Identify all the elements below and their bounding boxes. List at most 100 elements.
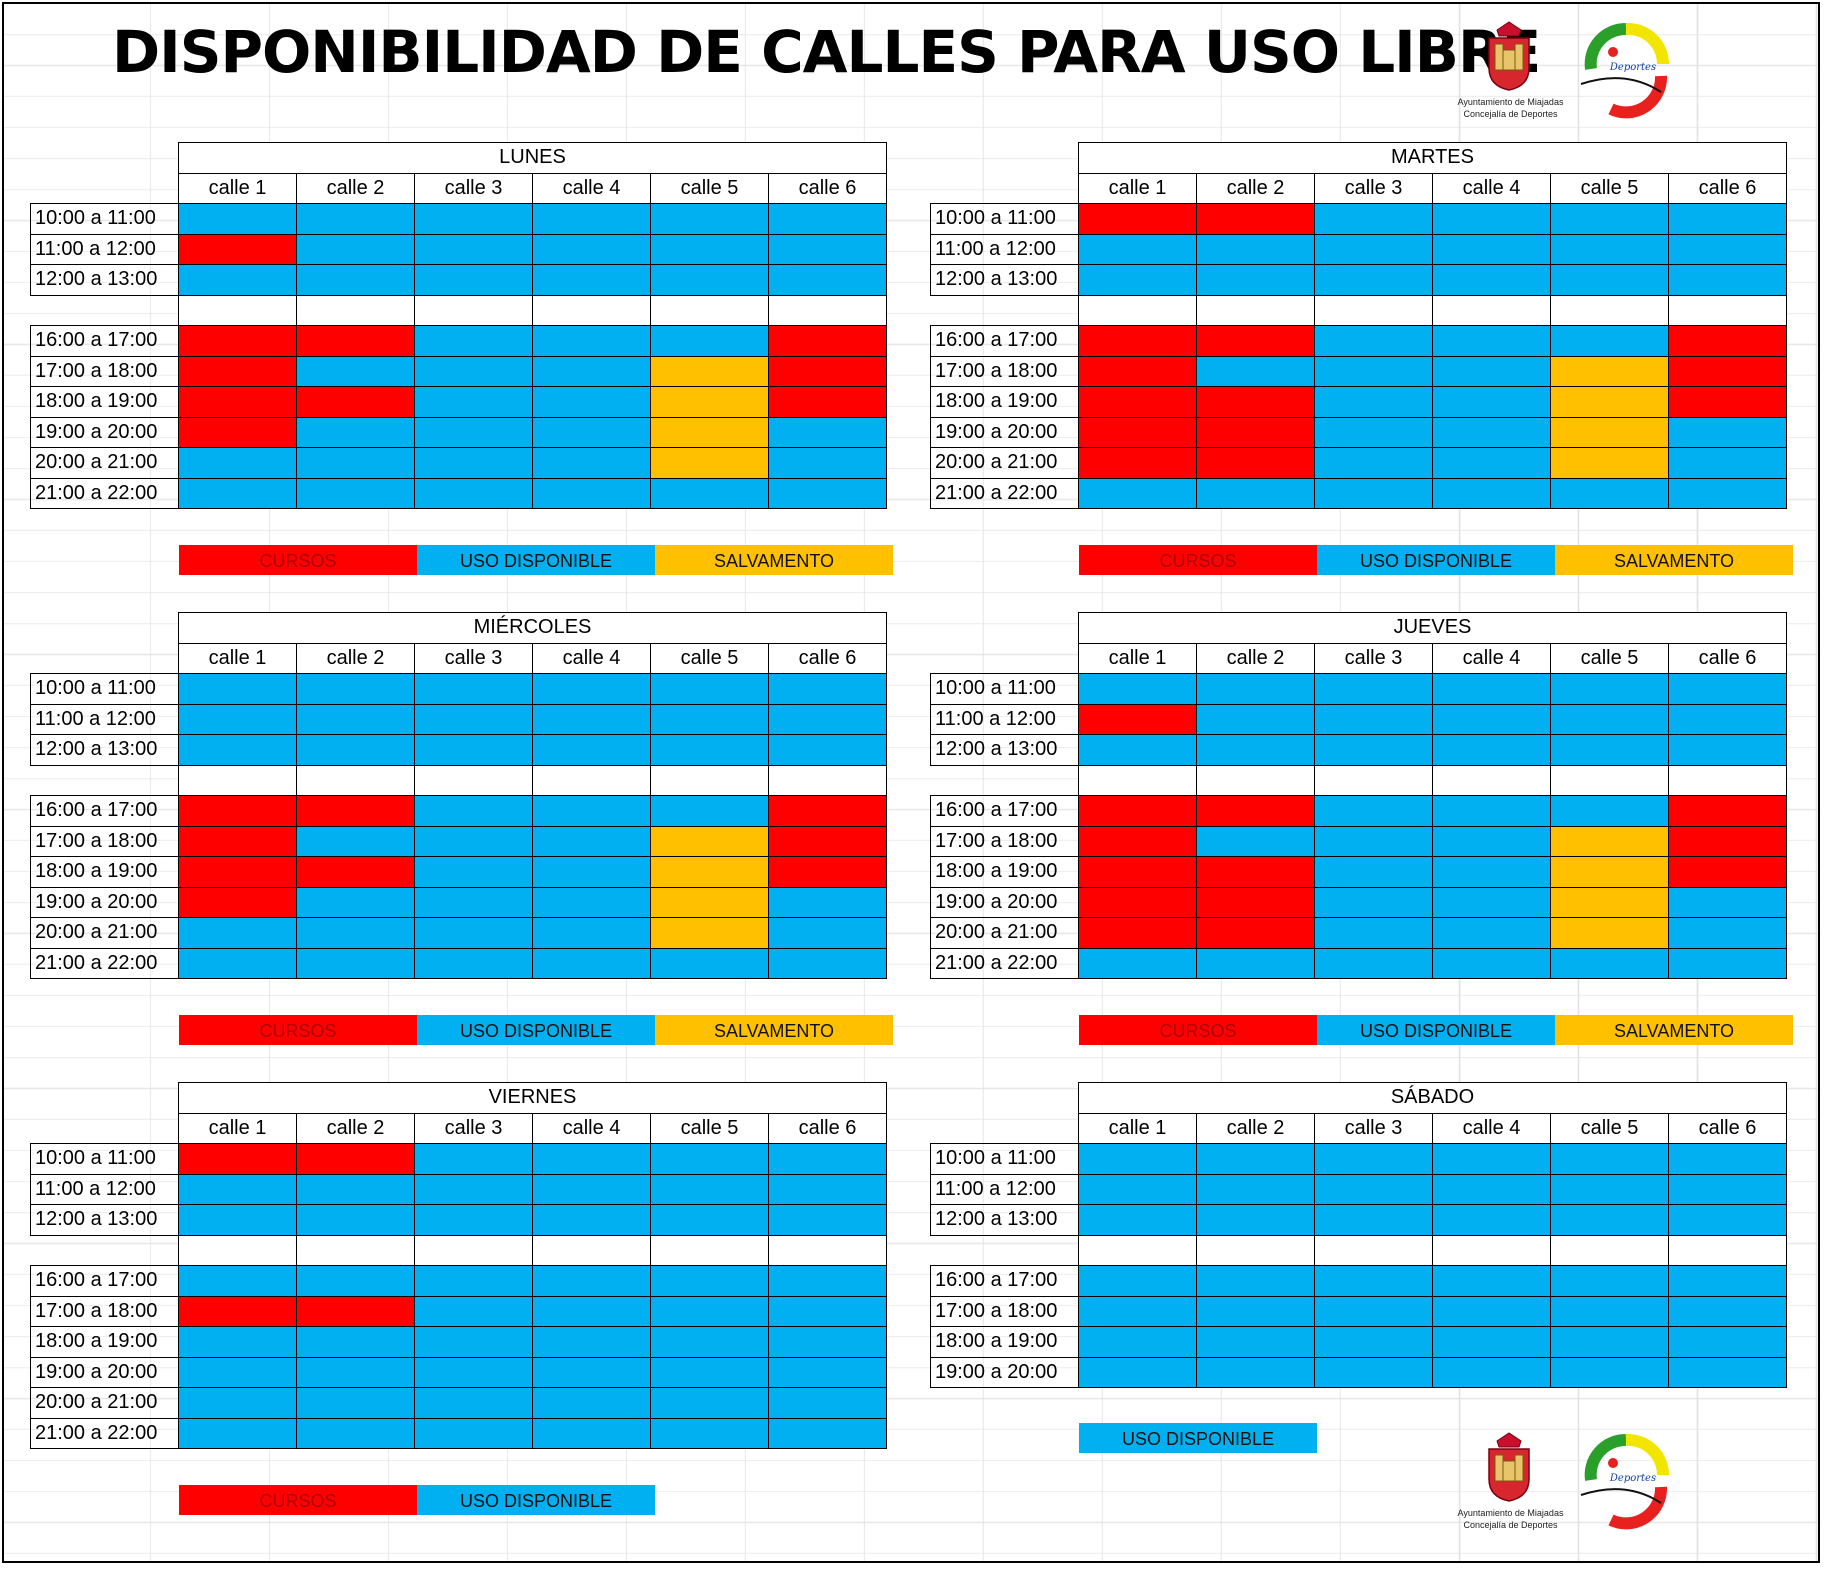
lane-cell-uso-disponible [296,203,415,235]
lane-cell-uso-disponible [1550,703,1669,735]
lane-cell-uso-disponible [414,477,533,509]
legend-uso-disponible: USO DISPONIBLE [1317,545,1555,575]
lane-cell-empty [414,294,533,326]
lane-cell-uso-disponible [1550,673,1669,705]
schedule-4: VIERNES calle 1 calle 2 calle 3 calle 4 calle… [30,1082,887,1515]
lane-cell-uso-disponible [1668,203,1787,235]
legend-cursos: CURSOS [179,1485,417,1515]
time-slot-row: 11:00 a 12:00 [930,1173,1787,1205]
lane-header: calle 1 [178,1112,297,1144]
lane-cell-empty [1550,294,1669,326]
day-name: MIÉRCOLES [178,612,887,644]
lane-cell-uso-disponible [1668,447,1787,479]
time-label: 11:00 a 12:00 [30,233,179,265]
lane-cell-cursos [1078,917,1197,949]
legend-uso-disponible: USO DISPONIBLE [1079,1423,1317,1453]
lane-cell-uso-disponible [1668,734,1787,766]
lane-cell-uso-disponible [296,1265,415,1297]
lane-cell-empty [532,294,651,326]
lane-cell-uso-disponible [650,947,769,979]
lane-cell-uso-disponible [1314,477,1433,509]
time-slot-row: 17:00 a 18:00 [930,1295,1787,1327]
ayuntamiento-caption: Ayuntamiento de Miajadas Concejalía de D… [1448,1507,1573,1531]
lane-cell-uso-disponible [532,264,651,296]
schedule-table: JUEVES calle 1 calle 2 calle 3 calle 4 calle … [930,612,1787,979]
time-label: 21:00 a 22:00 [930,477,1079,509]
corner-blank [30,1113,179,1144]
lane-cell-salvamento [650,856,769,888]
lane-cell-uso-disponible [414,1143,533,1175]
lane-cell-uso-disponible [178,1173,297,1205]
lane-cell-uso-disponible [1432,447,1551,479]
lane-cell-cursos [1668,325,1787,357]
lane-header: calle 3 [1314,172,1433,204]
lane-cell-uso-disponible [1668,673,1787,705]
lane-cell-uso-disponible [768,673,887,705]
lane-cell-empty [178,764,297,796]
legend: USO DISPONIBLE [1079,1423,1317,1453]
time-slot-row: 11:00 a 12:00 [30,703,887,735]
time-label: 16:00 a 17:00 [930,325,1079,357]
lane-cell-uso-disponible [1314,1295,1433,1327]
time-label: 10:00 a 11:00 [30,1143,179,1175]
lane-cell-uso-disponible [296,703,415,735]
lane-cell-uso-disponible [1196,355,1315,387]
time-slot-row: 10:00 a 11:00 [930,1143,1787,1175]
corner-blank [30,173,179,204]
lane-cell-salvamento [650,355,769,387]
lane-cell-uso-disponible [768,1326,887,1358]
lane-cell-uso-disponible [1196,477,1315,509]
lane-cell-empty [1078,764,1197,796]
lane-cell-uso-disponible [650,203,769,235]
lane-cell-empty [1078,1234,1197,1266]
time-label [30,295,179,326]
lane-cell-cursos [178,233,297,265]
corner-blank [930,1113,1079,1144]
lane-cell-cursos [1668,856,1787,888]
lane-header: calle 3 [1314,1112,1433,1144]
lane-cell-uso-disponible [1432,734,1551,766]
lane-cell-empty [1432,294,1551,326]
caption-line-1: Ayuntamiento de Miajadas [1457,97,1564,107]
lane-cell-uso-disponible [532,1173,651,1205]
lane-cell-uso-disponible [414,917,533,949]
lane-cell-uso-disponible [532,1265,651,1297]
lane-header: calle 3 [414,1112,533,1144]
time-label: 19:00 a 20:00 [30,416,179,448]
lane-cell-salvamento [1550,355,1669,387]
lane-cell-salvamento [1550,856,1669,888]
time-slot-row: 12:00 a 13:00 [30,734,887,766]
lane-cell-empty [1432,1234,1551,1266]
time-slot-row: 19:00 a 20:00 [930,886,1787,918]
lane-cell-uso-disponible [178,477,297,509]
lane-cell-uso-disponible [414,886,533,918]
logo-group-top: Ayuntamiento de Miajadas Concejalía de D… [1448,14,1670,132]
lane-cell-salvamento [1550,447,1669,479]
legend-salvamento: SALVAMENTO [1555,545,1793,575]
time-label: 17:00 a 18:00 [30,355,179,387]
corner-blank [930,1082,1079,1113]
lane-cell-cursos [1078,795,1197,827]
logo-group-bottom: Ayuntamiento de Miajadas Concejalía de D… [1448,1425,1670,1543]
lane-cell-empty [650,294,769,326]
lane-cell-uso-disponible [414,233,533,265]
time-label: 19:00 a 20:00 [930,1356,1079,1388]
lane-cell-cursos [1196,795,1315,827]
time-label: 20:00 a 21:00 [930,917,1079,949]
legend: CURSOS USO DISPONIBLE SALVAMENTO [179,545,893,575]
lane-header: calle 5 [1550,1112,1669,1144]
lane-header: calle 4 [1432,172,1551,204]
lane-cell-uso-disponible [1550,947,1669,979]
lane-cell-uso-disponible [768,1204,887,1236]
lane-cell-uso-disponible [650,233,769,265]
lane-cell-uso-disponible [1432,355,1551,387]
lane-cell-uso-disponible [1668,1204,1787,1236]
lane-cell-uso-disponible [1668,1356,1787,1388]
lane-cell-uso-disponible [768,203,887,235]
lane-cell-uso-disponible [1432,1265,1551,1297]
lane-cell-cursos [1078,447,1197,479]
lane-cell-uso-disponible [1550,734,1669,766]
lane-cell-uso-disponible [768,1417,887,1449]
lane-cell-uso-disponible [768,703,887,735]
time-slot-row: 17:00 a 18:00 [30,355,887,387]
